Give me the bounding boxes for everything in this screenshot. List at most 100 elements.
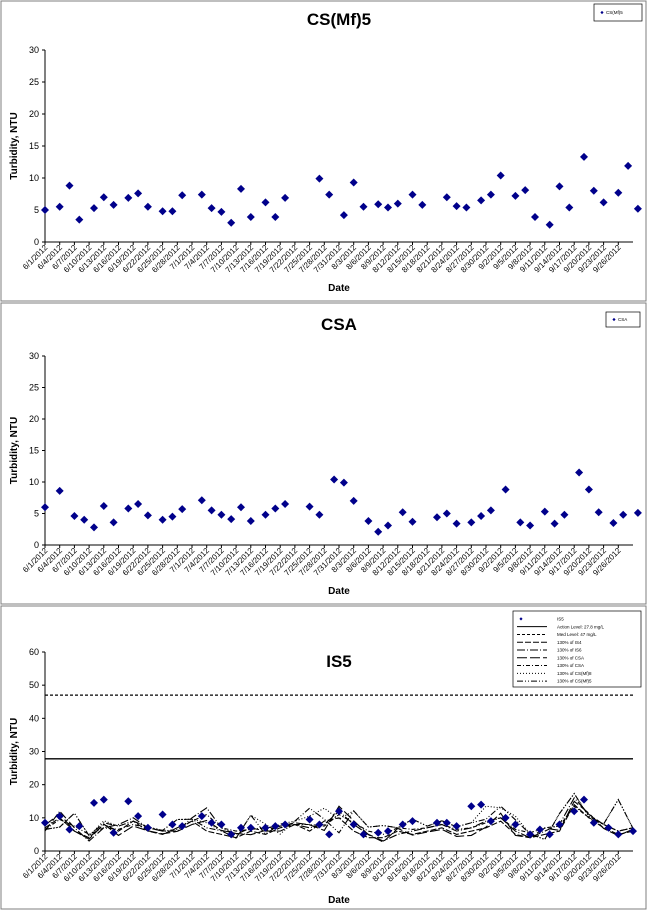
csa-legend: CSA [605,311,641,328]
cs-mf5-data-point [589,186,598,195]
cs-mf5-chart: CS(Mf)50510152025306/1/20126/4/20126/7/2… [0,0,647,302]
is5-data-point [207,818,216,827]
cs-mf5-data-point [65,181,74,190]
csa-y-tick-label: 30 [29,351,39,361]
cs-mf5-data-point [158,207,167,216]
csa-data-point [143,511,152,520]
cs-mf5-data-point [55,202,64,211]
cs-mf5-data-point [442,193,451,202]
csa-data-point [158,515,167,524]
cs-mf5-data-point [339,211,348,220]
is5-data-point [486,817,495,826]
csa-data-point [516,518,525,527]
is5-data-point [545,830,554,839]
is5-title: IS5 [326,652,352,671]
cs-mf5-data-point [75,215,84,224]
cs-mf5-y-tick-label: 5 [34,205,39,215]
is5-y-tick-label: 0 [34,846,39,856]
is5-data-point [349,820,358,829]
cs-mf5-y-tick-label: 0 [34,237,39,247]
cs-mf5-data-point [374,200,383,209]
cs-mf5-data-point [531,213,539,222]
is5-data-point [452,822,461,831]
is5-data-point [41,818,49,827]
is5-data-point [526,830,535,839]
cs-mf5-y-tick-label: 25 [29,77,39,87]
is5-series-line-3 [44,800,634,843]
csa-data-point [374,527,383,536]
is5-y-axis-label: Turbidity, NTU [9,718,20,785]
csa-data-point [261,510,270,519]
cs-mf5-data-point [565,203,574,212]
csa-data-point [237,503,245,512]
csa-y-tick-label: 10 [29,477,39,487]
cs-mf5-data-point [633,204,642,213]
csa-data-point [594,508,603,517]
cs-mf5-data-point [325,190,334,199]
is5-data-point [227,830,236,839]
csa-data-point [315,510,324,519]
cs-mf5-data-point [418,200,427,209]
csa-data-point [109,518,118,527]
cs-mf5-data-point [281,193,290,202]
is5-data-point [477,800,486,809]
csa-data-point [349,496,358,505]
cs-mf5-data-point [237,184,245,193]
is5-data-point [614,830,623,839]
cs-mf5-data-point [124,193,133,202]
is5-legend-marker [519,617,523,621]
csa-data-point [134,500,143,509]
csa-data-point [501,485,510,494]
csa-data-point [364,517,373,526]
is5-y-tick-label: 50 [29,680,39,690]
is5-data-point [467,802,476,811]
csa-data-point [486,506,495,515]
csa-data-point [217,510,226,519]
is5-data-point [281,820,290,829]
csa-data-point [246,517,255,526]
cs-mf5-data-point [178,191,187,200]
csa-data-point [305,502,314,511]
cs-mf5-legend: CS(Mf)5 [593,3,643,22]
is5-data-point [384,827,392,836]
cs-mf5-data-point [408,190,417,199]
csa-x-axis-label: Date [328,586,350,597]
csa-data-point [433,513,441,522]
is5-series-line-1 [44,803,634,839]
is5-legend-label: 130% of IS4 [557,640,582,645]
cs-mf5-data-point [624,161,633,170]
csa-data-point [452,519,461,528]
is5-legend-label: Action Level: 27.8 mg/L [557,624,605,629]
is5-data-point [629,827,637,836]
is5-data-point [589,818,598,827]
cs-mf5-data-point [227,218,236,227]
is5-data-point [65,825,74,834]
cs-mf5-data-point [545,220,554,229]
csa-data-point [467,518,476,527]
csa-y-tick-label: 15 [29,446,39,456]
csa-chart: CSA0510152025306/1/20126/4/20126/7/20126… [0,302,647,605]
csa-data-point [609,518,618,527]
is5-data-point [271,822,280,831]
cs-mf5-x-axis-label: Date [328,283,350,294]
cs-mf5-data-point [359,202,368,211]
cs-mf5-data-point [315,174,324,183]
csa-y-tick-label: 0 [34,540,39,550]
is5-data-point [555,820,564,829]
is5-data-point [75,822,84,831]
cs-mf5-data-point [271,213,280,222]
cs-mf5-data-point [109,200,118,209]
cs-mf5-data-point [384,203,392,212]
is5-legend-label: IS5 [557,616,564,621]
is5-panel-frame [0,605,647,910]
csa-data-point [90,523,98,532]
csa-data-point [227,515,236,524]
is5-data-point [197,812,206,821]
cs-mf5-data-point [349,178,358,187]
is5-data-point [580,795,588,804]
is5-data-point [335,807,343,816]
cs-mf5-data-point [217,207,226,216]
csa-legend-box [605,311,641,328]
is5-data-point [604,823,613,832]
